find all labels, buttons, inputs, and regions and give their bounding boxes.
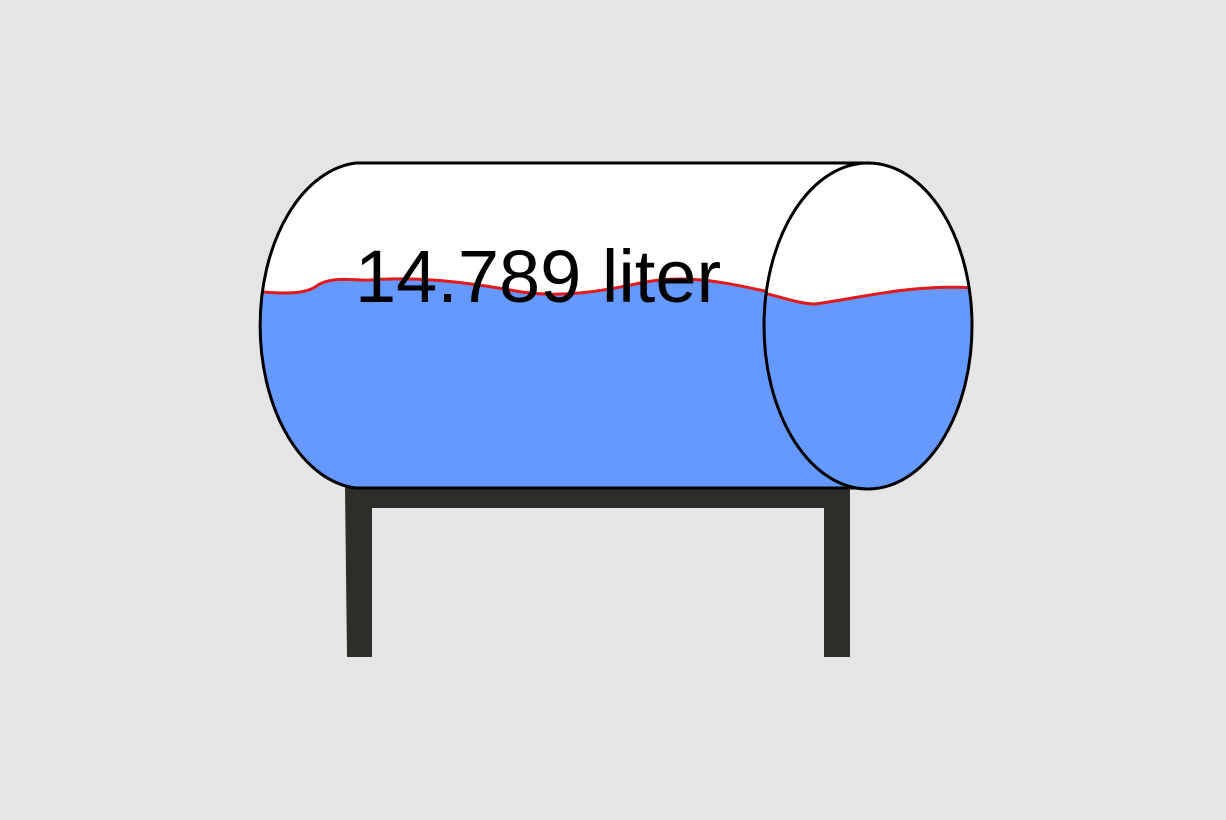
tank-body-outline: [258, 161, 868, 490]
liquid-end-cap-surface-line: [764, 285, 972, 306]
tank-stand: [345, 486, 850, 657]
liquid-end-cap: [764, 287, 972, 489]
tank-end-cap-outline: [762, 161, 974, 491]
volume-label: 14.789 liter: [355, 235, 721, 318]
liquid-body: [260, 278, 868, 488]
